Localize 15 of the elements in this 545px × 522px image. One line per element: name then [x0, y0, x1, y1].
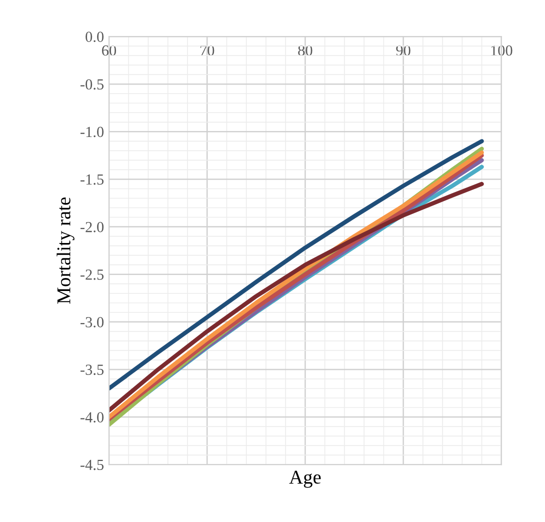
y-tick-label: -4.0 — [80, 412, 104, 423]
y-tick-label: 0.0 — [86, 32, 104, 42]
x-tick-label: 80 — [298, 45, 312, 56]
x-axis-title: Age — [289, 470, 321, 488]
y-tick-label: -3.5 — [80, 364, 104, 375]
y-tick-label: -2.0 — [80, 222, 104, 232]
x-tick-label: 60 — [102, 45, 116, 56]
y-axis-title: Mortality rate — [56, 198, 74, 304]
y-tick-label: -1.0 — [80, 126, 104, 138]
y-tick-label: -1.5 — [80, 174, 104, 185]
y-tick-label: -2.5 — [80, 270, 104, 280]
y-tick-label: -4.5 — [80, 460, 104, 470]
y-tick-label: -0.5 — [80, 79, 104, 90]
x-tick-label: 100 — [491, 45, 512, 56]
y-tick-label: -3.0 — [80, 317, 104, 328]
